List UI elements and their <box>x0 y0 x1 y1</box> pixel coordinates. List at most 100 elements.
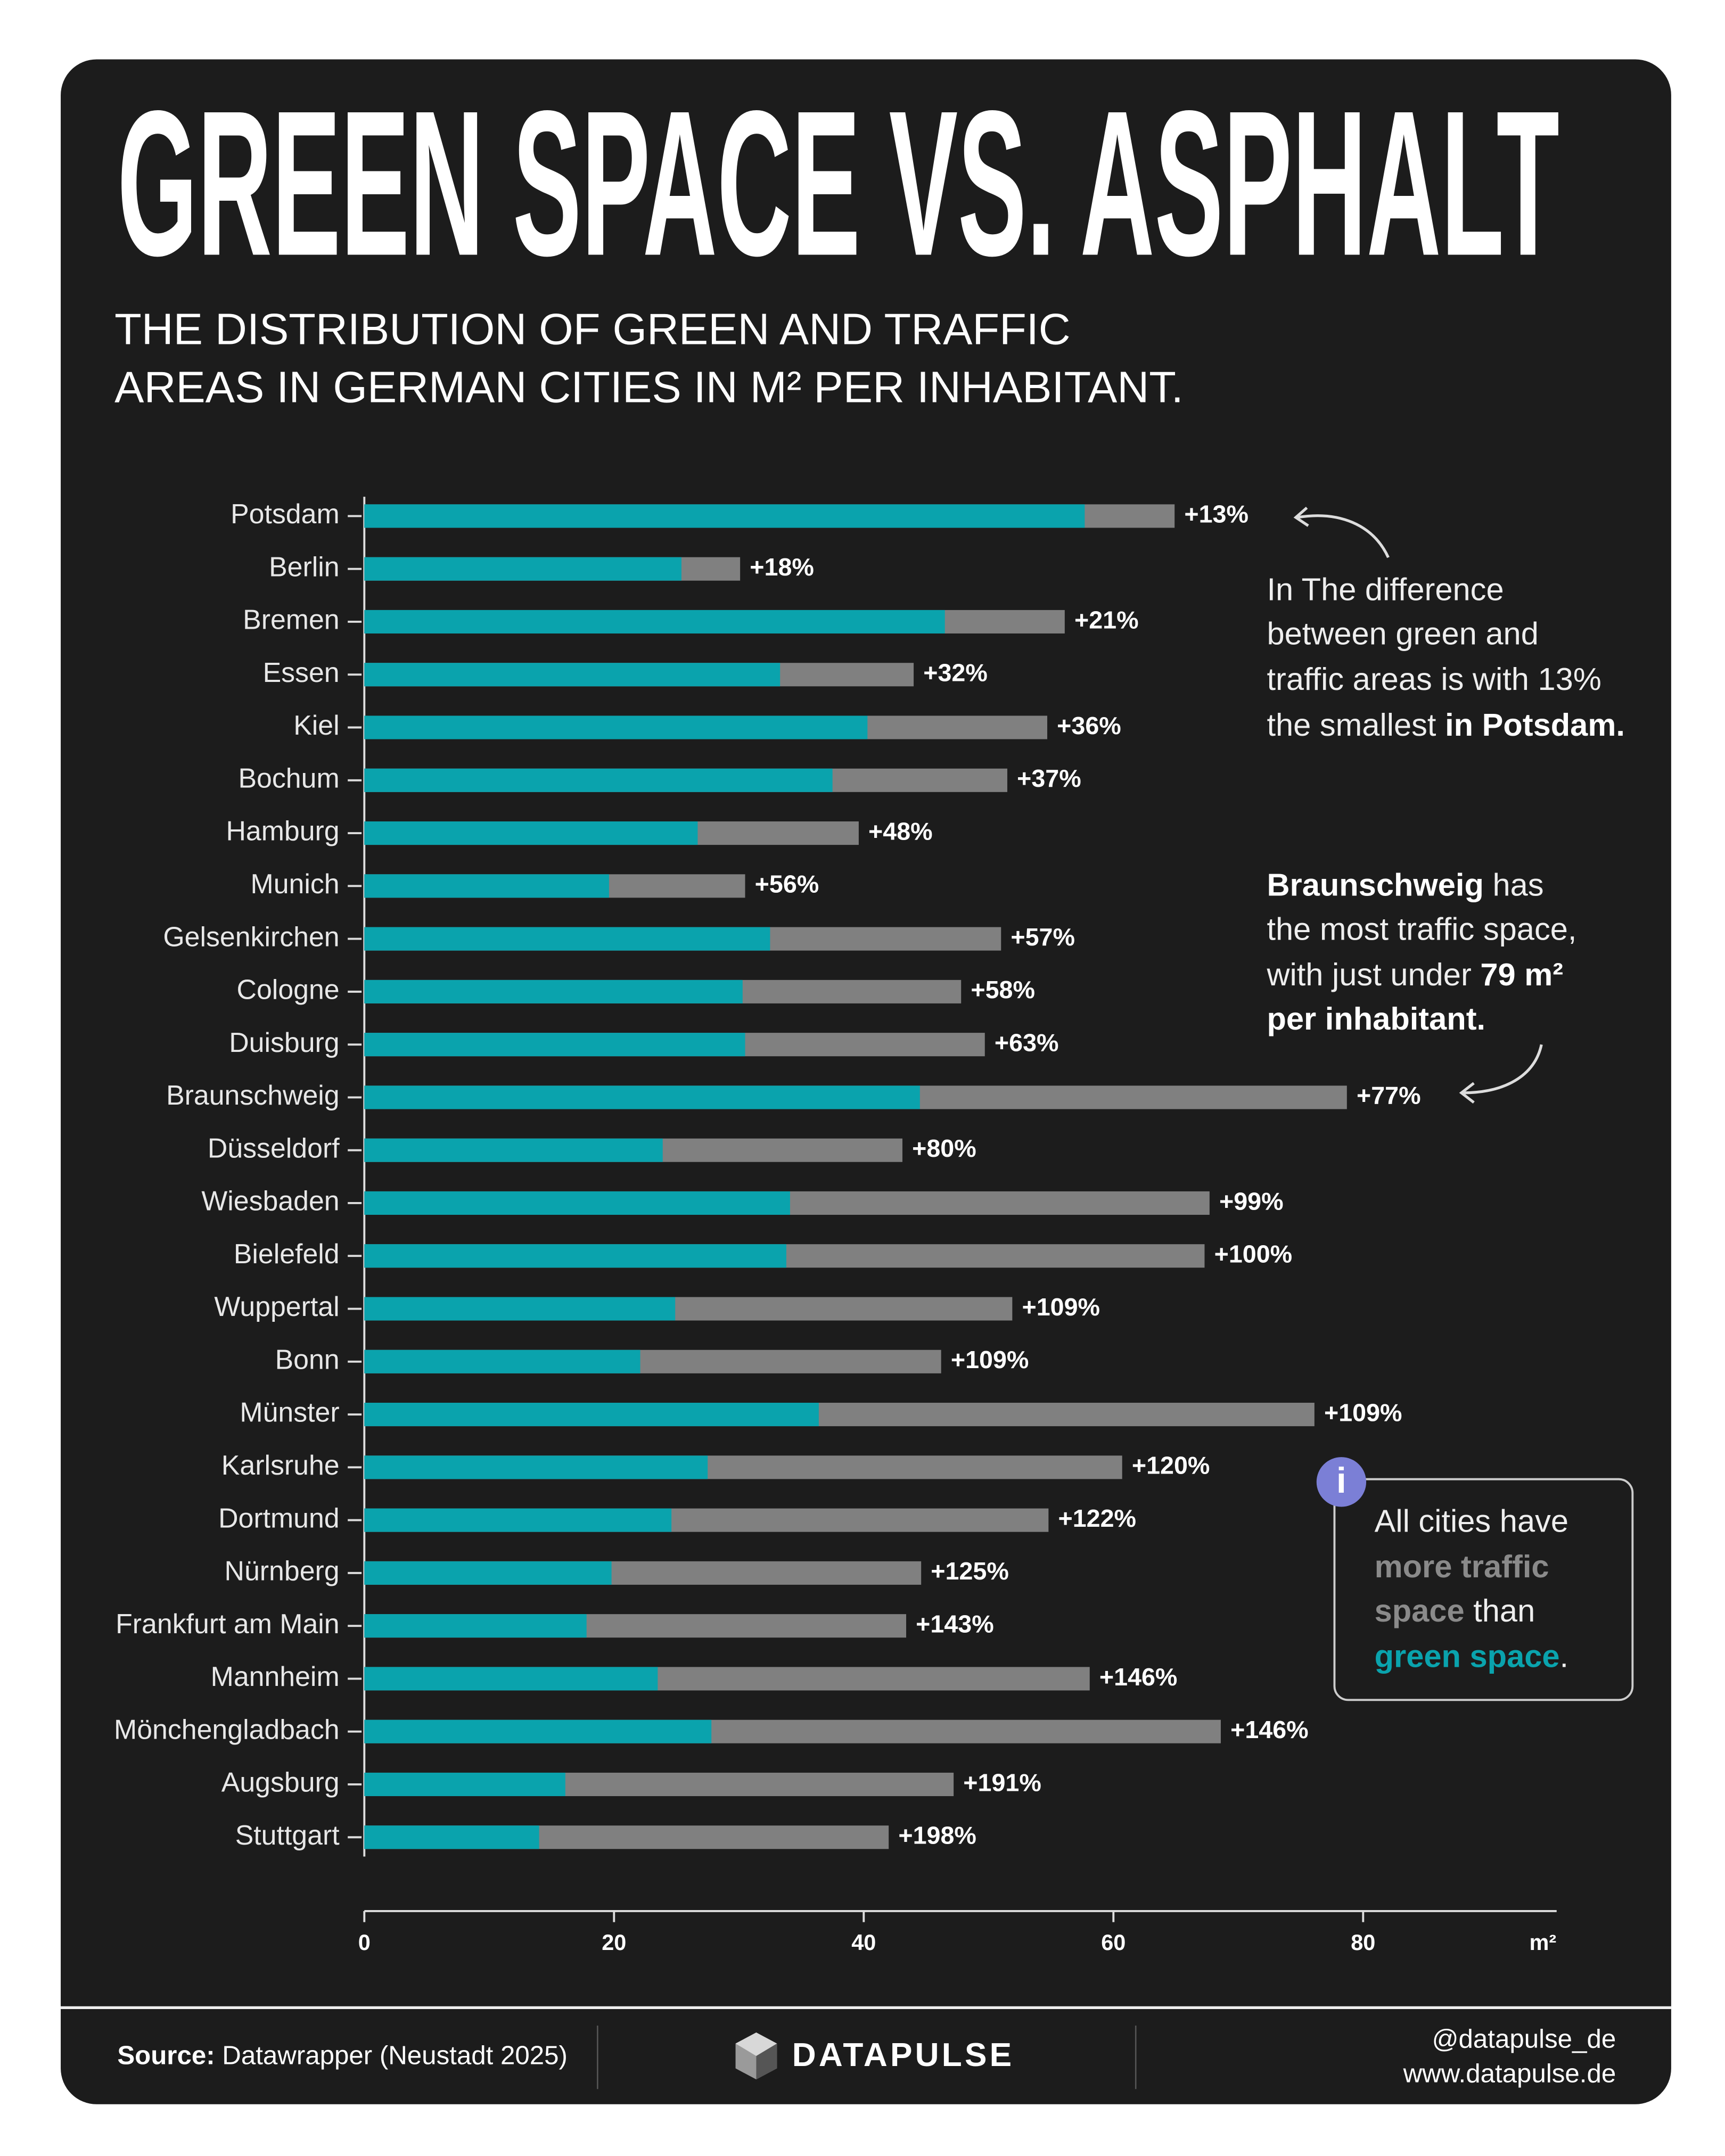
y-tick-label: Augsburg <box>221 1767 340 1798</box>
annotation-part: with just under <box>1266 957 1480 992</box>
bar <box>364 1561 612 1585</box>
bar <box>364 1772 565 1797</box>
difference-label: +143% <box>916 1610 994 1637</box>
difference-label: +58% <box>971 976 1035 1003</box>
annotation: more traffic <box>1375 1549 1549 1584</box>
difference-label: +36% <box>1057 712 1121 739</box>
annotation: between green and <box>1267 616 1538 652</box>
y-tick-label: Münster <box>240 1397 339 1428</box>
y-tick-label: Bielefeld <box>234 1238 340 1269</box>
annotation: traffic areas is with 13% <box>1267 661 1601 697</box>
difference-label: +63% <box>995 1028 1059 1056</box>
bar <box>364 821 698 845</box>
difference-label: +191% <box>963 1768 1041 1796</box>
y-tick-label: Duisburg <box>229 1027 339 1058</box>
difference-label: +198% <box>898 1822 976 1849</box>
bar <box>364 1085 920 1109</box>
difference-label: +120% <box>1132 1452 1210 1479</box>
y-tick-label: Frankfurt am Main <box>116 1608 340 1639</box>
y-tick-label: Stuttgart <box>235 1820 340 1850</box>
difference-label: +56% <box>755 870 819 898</box>
x-tick-label: 0 <box>358 1930 371 1955</box>
difference-label: +48% <box>868 817 933 845</box>
brand: DATAPULSE <box>792 2037 1014 2073</box>
difference-label: +109% <box>1324 1398 1402 1426</box>
y-tick-label: Braunschweig <box>166 1080 340 1110</box>
difference-label: +125% <box>931 1557 1009 1585</box>
difference-label: +122% <box>1058 1504 1136 1532</box>
x-tick-label: 40 <box>851 1930 876 1955</box>
difference-label: +109% <box>951 1346 1029 1373</box>
bar <box>364 768 833 792</box>
chart-title: GREEN SPACE VS. ASPHALT <box>117 68 1559 299</box>
annotation-part: 79 m² <box>1480 957 1563 992</box>
source: Source: Datawrapper (Neustadt 2025) <box>117 2041 568 2070</box>
annotation: the most traffic space, <box>1267 911 1576 947</box>
difference-label: +146% <box>1230 1716 1309 1743</box>
difference-label: +57% <box>1011 923 1075 951</box>
bar <box>364 1719 712 1743</box>
y-tick-label: Nürnberg <box>225 1556 340 1586</box>
y-tick-label: Mannheim <box>211 1661 340 1692</box>
arrow <box>1459 1082 1475 1104</box>
handle: @datapulse_de <box>1432 2025 1616 2054</box>
annotation-part: . <box>1560 1638 1569 1674</box>
y-tick-label: Cologne <box>237 974 340 1005</box>
annotation: Braunschweig has <box>1267 867 1543 902</box>
difference-label: +21% <box>1074 606 1139 633</box>
y-tick-label: Bonn <box>275 1344 340 1375</box>
difference-label: +99% <box>1219 1187 1284 1215</box>
info-icon <box>1316 1457 1367 1507</box>
annotation: with just under 79 m² <box>1266 957 1563 992</box>
bar <box>364 1508 672 1532</box>
y-tick-label: Wiesbaden <box>201 1186 339 1216</box>
difference-label: +80% <box>912 1134 976 1162</box>
y-tick-label: Gelsenkirchen <box>163 921 339 952</box>
bar <box>364 874 609 898</box>
annotation-part: the smallest <box>1267 707 1445 743</box>
annotation: All cities have <box>1375 1503 1568 1538</box>
difference-label: +77% <box>1357 1082 1421 1109</box>
y-tick-label: Hamburg <box>226 816 339 846</box>
annotation: the smallest in Potsdam. <box>1267 707 1624 743</box>
subtitle: THE DISTRIBUTION OF GREEN AND TRAFFIC <box>114 305 1071 354</box>
arrow <box>1463 1044 1543 1095</box>
x-tick-label: 20 <box>602 1930 626 1955</box>
bar <box>364 1191 790 1215</box>
bar <box>364 1825 539 1849</box>
y-tick-label: Kiel <box>293 710 339 740</box>
annotation-part: Braunschweig <box>1267 867 1483 902</box>
source-label: Source: <box>117 2041 215 2070</box>
annotation-part: than <box>1465 1593 1535 1628</box>
bar <box>364 610 945 633</box>
bar <box>364 1033 745 1057</box>
bar <box>364 557 681 581</box>
x-tick-label: 60 <box>1101 1930 1126 1955</box>
y-tick-label: Wuppertal <box>214 1291 339 1322</box>
bar <box>364 1403 819 1427</box>
bar <box>364 663 781 687</box>
bar <box>364 1349 640 1373</box>
bar <box>364 715 868 739</box>
bar <box>364 980 743 1003</box>
arrow <box>1293 506 1309 527</box>
arrow <box>1297 514 1390 558</box>
info-icon-text: i <box>1336 1461 1346 1501</box>
bar <box>364 1614 587 1638</box>
bar <box>364 1455 708 1479</box>
bar <box>364 1297 676 1321</box>
y-tick-label: Karlsruhe <box>221 1450 340 1480</box>
difference-label: +32% <box>923 659 988 687</box>
difference-label: +18% <box>750 553 814 581</box>
info-box <box>1333 1478 1634 1701</box>
y-tick-label: Bremen <box>243 604 339 635</box>
y-tick-label: Munich <box>251 868 340 899</box>
bar <box>364 1244 786 1268</box>
bar <box>364 1667 658 1691</box>
difference-label: +146% <box>1099 1663 1178 1691</box>
difference-label: +37% <box>1017 764 1081 792</box>
x-tick-label: 80 <box>1351 1930 1375 1955</box>
annotation-part: in Potsdam. <box>1445 707 1625 743</box>
annotation-part: has <box>1484 867 1544 902</box>
